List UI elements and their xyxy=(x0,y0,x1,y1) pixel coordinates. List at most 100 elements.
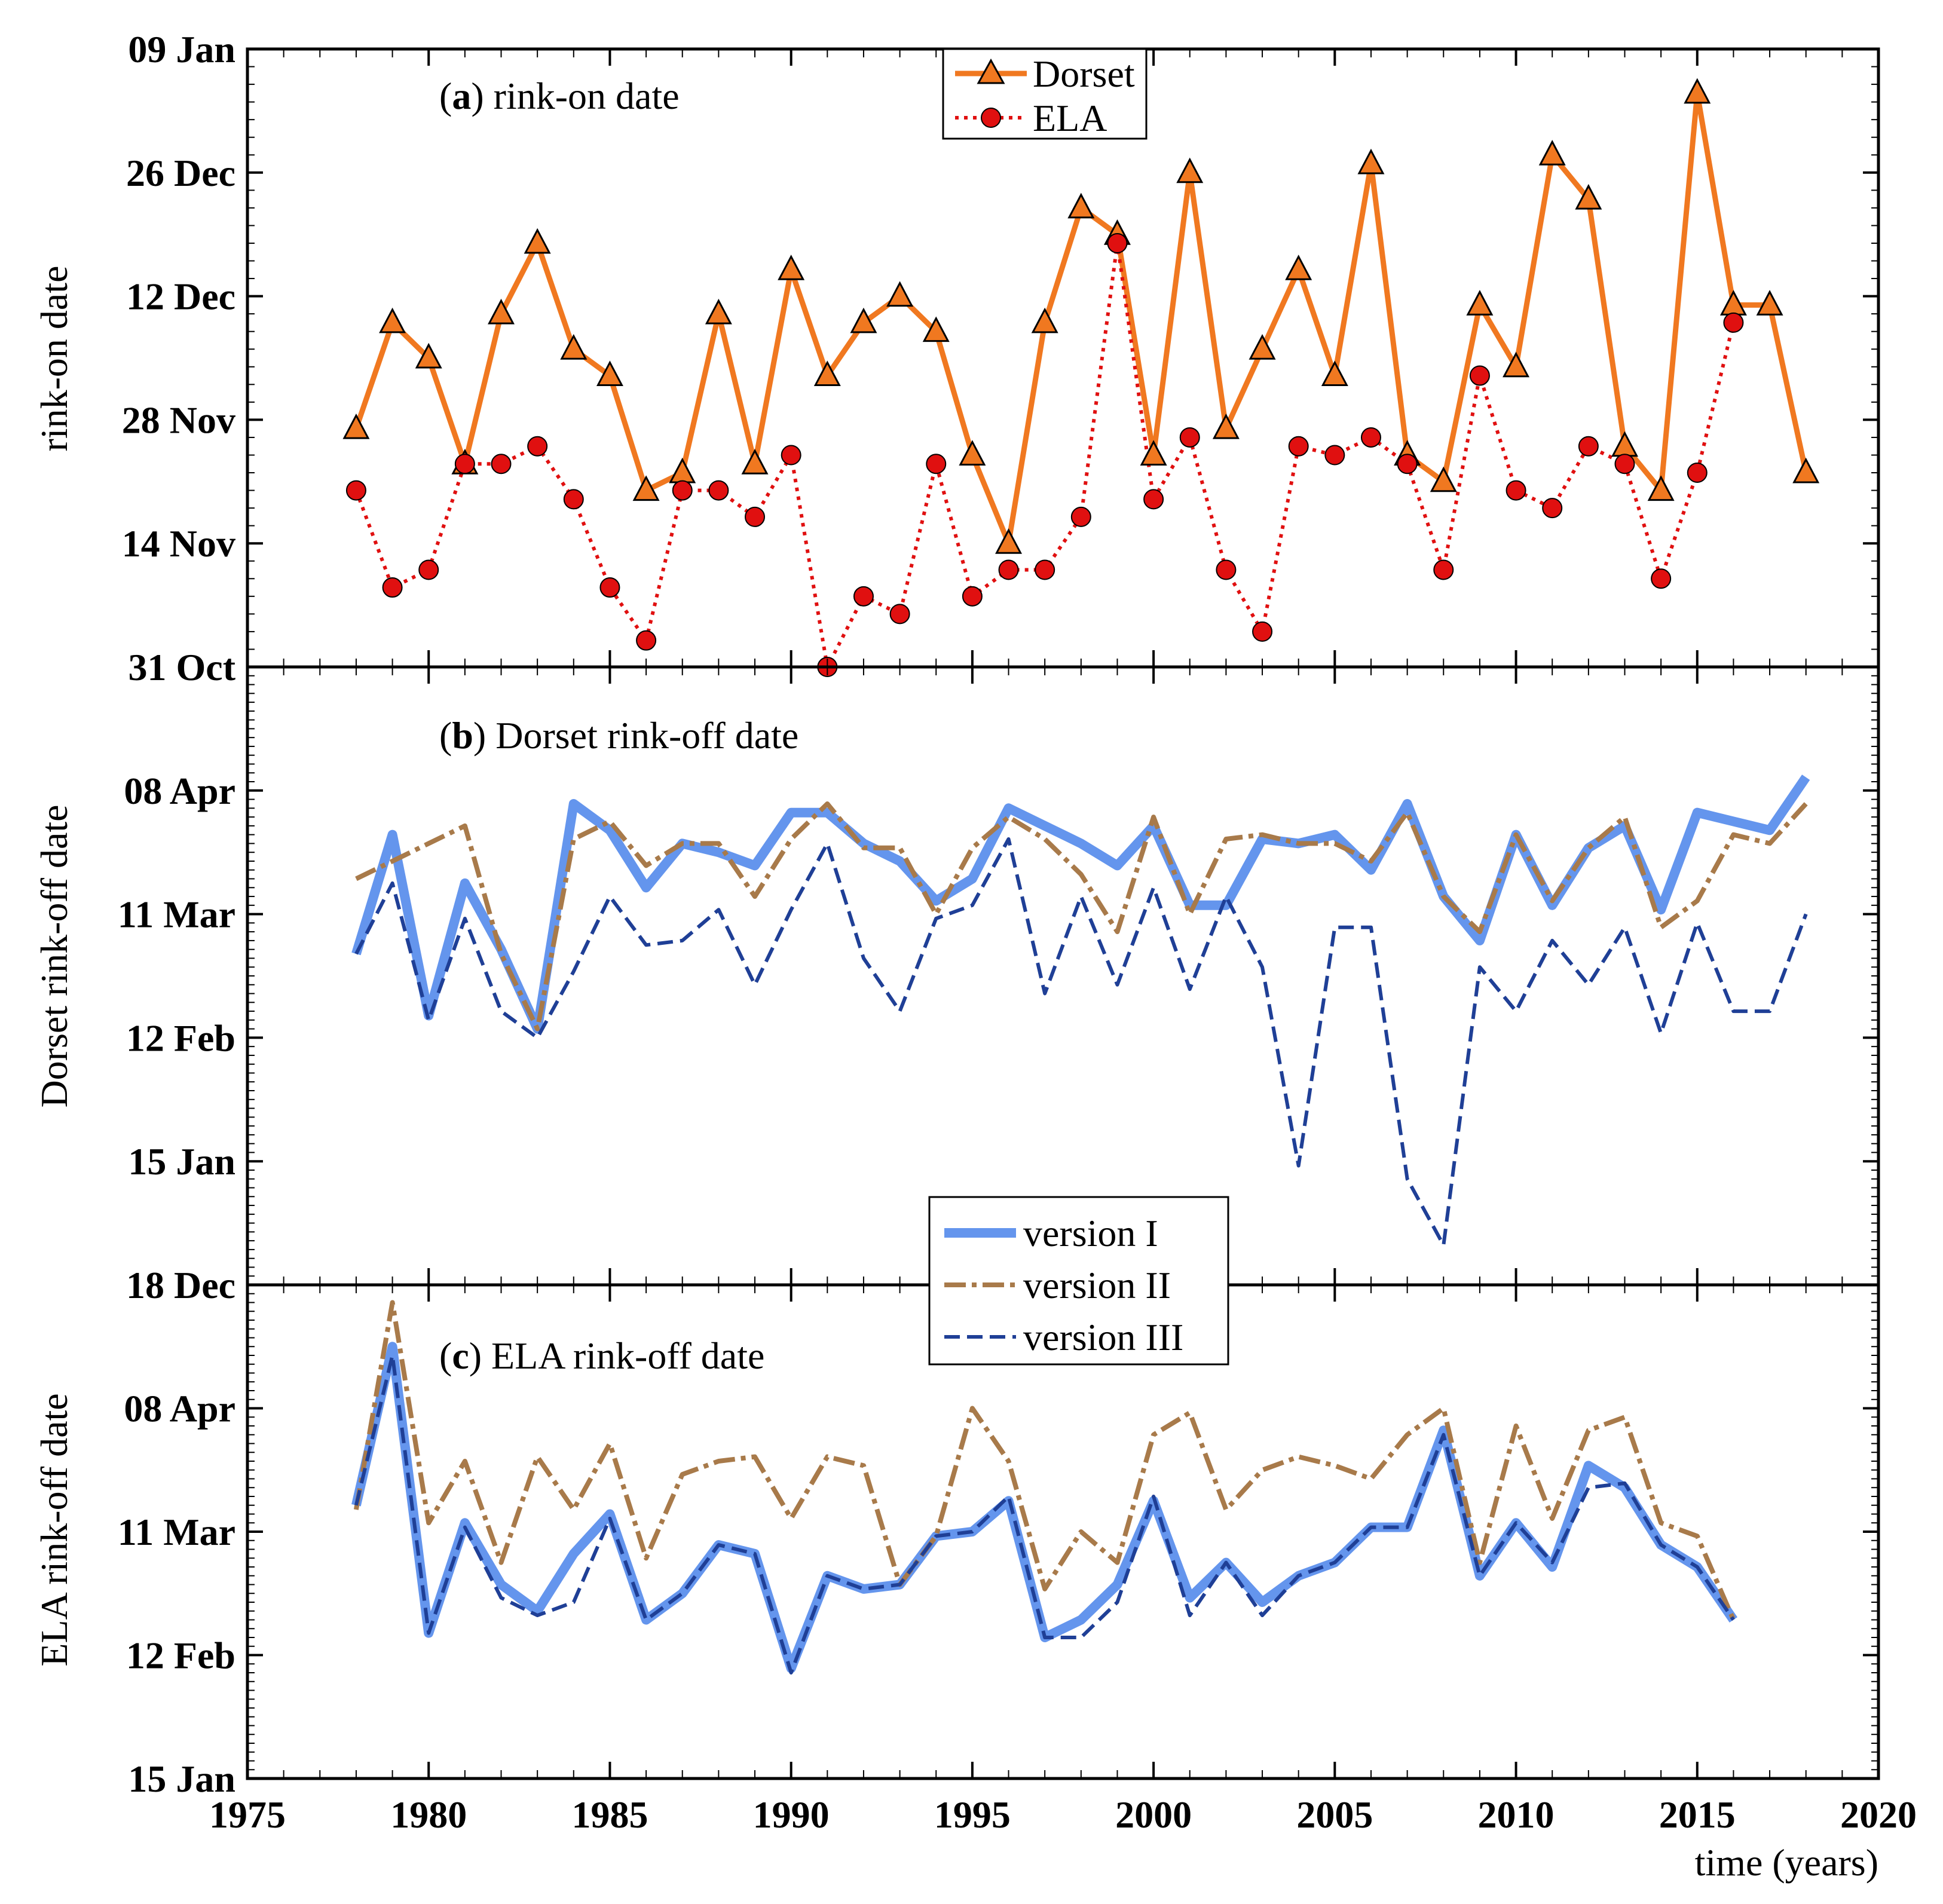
dorset-marker xyxy=(850,307,877,333)
dorset-marker xyxy=(886,281,914,307)
series-line-version-iii xyxy=(354,837,1808,1247)
dorset-marker xyxy=(560,334,588,360)
dorset-marker xyxy=(1249,334,1276,360)
dorset-marker xyxy=(1031,307,1058,333)
panel-a-y-minor-ticks xyxy=(247,48,1878,668)
versions-legend: version I version II version III xyxy=(928,1196,1229,1366)
ela-marker xyxy=(1252,621,1273,642)
ela-marker xyxy=(1216,559,1237,580)
ela-marker xyxy=(853,586,874,607)
y-tick-label: 15 Jan xyxy=(128,1758,235,1800)
y-tick-label: 31 Oct xyxy=(128,646,236,688)
ela-marker xyxy=(1651,568,1672,589)
dorset-marker xyxy=(524,228,551,254)
ela-marker xyxy=(708,480,729,501)
ela-marker xyxy=(781,445,801,466)
y-tick-label: 12 Feb xyxy=(126,1634,235,1677)
dorset-marker xyxy=(379,307,406,333)
x-axis-title: time (years) xyxy=(1695,1841,1878,1884)
y-tick-label: 14 Nov xyxy=(122,522,235,565)
y-tick-label: 08 Apr xyxy=(124,770,235,812)
y-tick-label: 18 Dec xyxy=(126,1264,235,1306)
dorset-marker xyxy=(1212,413,1240,439)
series-line-version-iii xyxy=(354,1354,1735,1675)
ela-marker xyxy=(1288,436,1309,457)
dorset-marker xyxy=(1647,475,1675,501)
dorset-marker xyxy=(778,255,805,280)
ela-marker xyxy=(491,454,512,475)
dorset-marker xyxy=(1140,440,1167,466)
dorset-marker xyxy=(1321,360,1348,387)
ela-marker xyxy=(1179,427,1200,448)
panel-c-series xyxy=(351,1300,1738,1675)
dorset-marker xyxy=(488,298,515,325)
panel-a-y-axis-title: rink-on date xyxy=(33,266,75,452)
dorset-marker xyxy=(1176,157,1204,183)
panel-c-ela-rink-off: 08 Apr 11 Mar 12 Feb 15 Jan (c) ELA rink-of… xyxy=(33,1283,1880,1800)
ela-marker xyxy=(1506,480,1526,501)
dorset-marker xyxy=(1792,457,1820,483)
ela-marker xyxy=(1687,463,1708,483)
ela-marker xyxy=(1578,436,1599,457)
x-tick-label: 1995 xyxy=(934,1793,1011,1836)
y-tick-label: 26 Dec xyxy=(126,152,235,194)
ela-marker xyxy=(382,577,403,598)
ela-marker xyxy=(527,436,548,457)
panel-c-y-minor-ticks xyxy=(247,1284,1878,1779)
panel-a-rink-on: 09 Jan 26 Dec 12 Dec 28 Nov 14 Nov 31 Oct (a)… xyxy=(33,28,1880,688)
ela-marker xyxy=(889,604,910,625)
series-line-version-ii xyxy=(353,1300,1736,1621)
y-tick-label: 12 Dec xyxy=(126,276,235,318)
ela-marker xyxy=(599,577,620,598)
dorset-marker xyxy=(596,360,623,387)
dorset-marker xyxy=(415,342,442,369)
ela-marker xyxy=(454,454,475,475)
panel-a-series xyxy=(342,78,1820,677)
dorset-marker xyxy=(813,360,841,387)
panel-a-title: (a) rink-on date xyxy=(439,75,680,117)
panel-a-y-ticks: 09 Jan 26 Dec 12 Dec 28 Nov 14 Nov 31 Oct xyxy=(122,28,1878,688)
panel-b-title-text: Dorset rink-off date xyxy=(486,714,798,757)
ela-marker xyxy=(1035,559,1055,580)
panel-c-y-axis-title: ELA rink-off date xyxy=(33,1393,75,1666)
ela-marker xyxy=(563,489,584,510)
panel-c-title-letter: c xyxy=(452,1334,469,1377)
panel-b-y-ticks: 08 Apr 11 Mar 12 Feb 15 Jan 18 Dec xyxy=(118,770,1878,1306)
ela-marker xyxy=(1723,312,1744,333)
panel-b-title: (b) Dorset rink-off date xyxy=(439,714,798,757)
panel-b-y-axis-title: Dorset rink-off date xyxy=(33,804,75,1107)
x-tick-label: 1985 xyxy=(571,1793,648,1836)
x-tick-labels: 1975 1980 1985 1990 1995 2000 2005 2010 2015 2020 xyxy=(209,1793,1917,1836)
ela-marker xyxy=(345,480,366,501)
panel-a-title-text: rink-on date xyxy=(484,75,680,117)
series-line-version-ii xyxy=(355,801,1808,1031)
panel-a-legend: Dorset ELA xyxy=(942,48,1148,140)
legend-dorset-label: Dorset xyxy=(1033,53,1135,95)
x-tick-label: 2020 xyxy=(1840,1793,1917,1836)
x-tick-label: 1975 xyxy=(209,1793,286,1836)
x-tick-label: 2005 xyxy=(1296,1793,1373,1836)
ela-marker xyxy=(418,559,439,580)
dorset-marker xyxy=(1285,255,1312,280)
dorset-marker xyxy=(1503,351,1530,378)
panel-c-title: (c) ELA rink-off date xyxy=(439,1334,764,1377)
ela-marker xyxy=(1469,365,1490,386)
dorset-marker xyxy=(1575,183,1602,210)
legend-version-1-label: version I xyxy=(1023,1212,1158,1254)
ela-marker xyxy=(962,586,983,607)
panel-b-title-letter: b xyxy=(452,714,473,757)
ela-marker xyxy=(636,630,657,651)
dorset-marker xyxy=(1538,140,1566,166)
dorset-marker xyxy=(705,298,732,325)
dorset-marker xyxy=(995,528,1023,554)
x-tick-label: 1990 xyxy=(753,1793,830,1836)
x-tick-label: 2015 xyxy=(1659,1793,1736,1836)
ela-marker xyxy=(1070,506,1091,527)
ela-marker xyxy=(672,480,693,501)
ela-marker xyxy=(1360,427,1381,448)
x-tick-label: 2000 xyxy=(1115,1793,1192,1836)
ela-marker xyxy=(1614,454,1635,475)
legend-version-3-label: version III xyxy=(1023,1316,1183,1358)
